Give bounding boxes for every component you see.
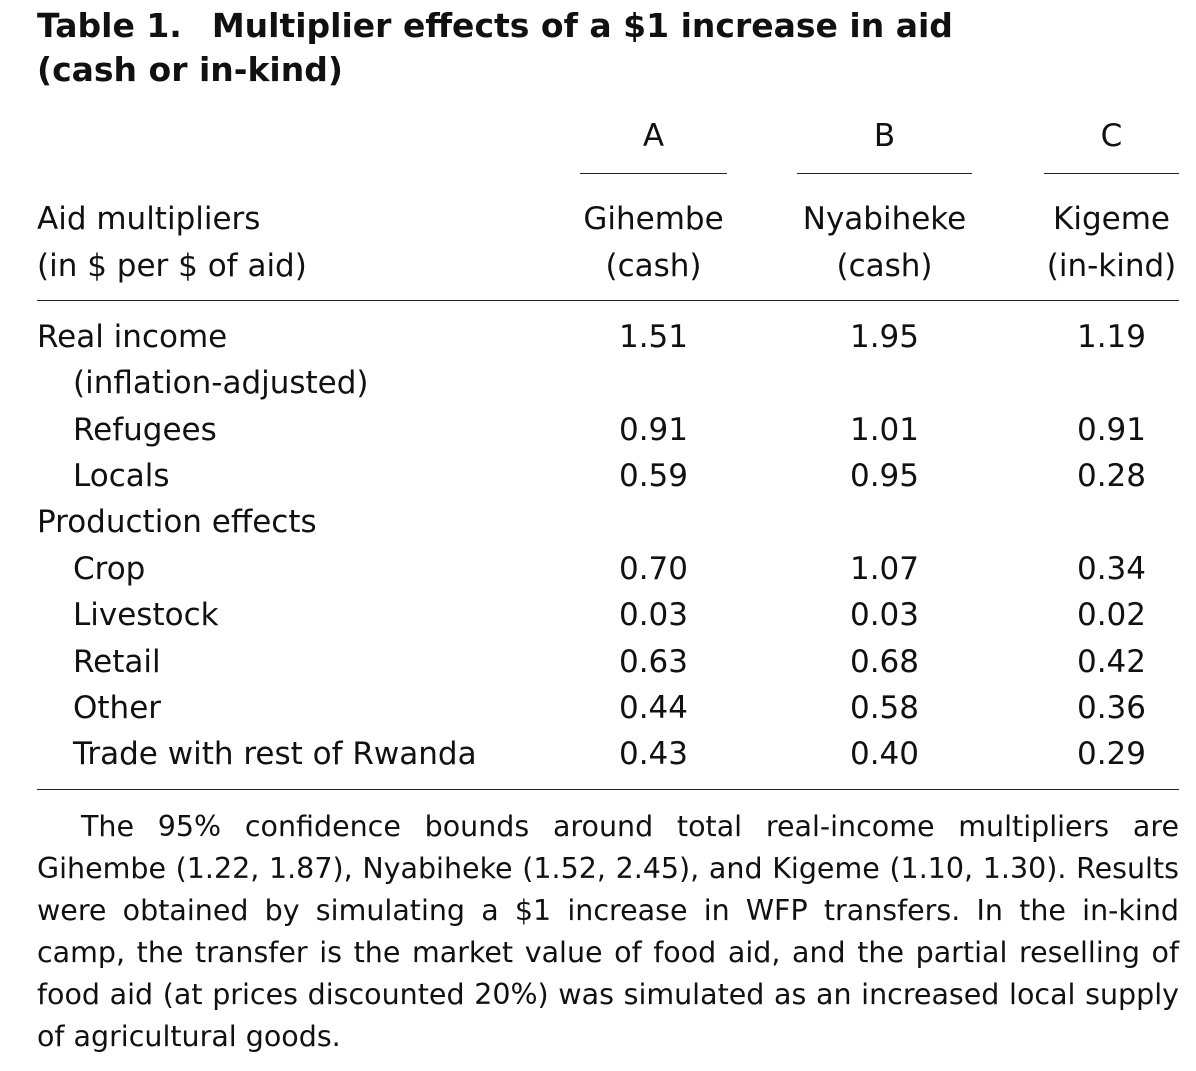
- row-label: (inflation-adjusted): [73, 365, 369, 401]
- column-header-gihembe: Gihembe (cash): [570, 196, 737, 290]
- cell-nyabiheke: 0.03: [849, 597, 920, 633]
- cell-kigeme: 0.02: [1076, 597, 1147, 633]
- column-group-rule-c: [1044, 173, 1179, 174]
- stub-header: Aid multipliers (in $ per $ of aid): [37, 196, 307, 290]
- cell-nyabiheke: 1.07: [849, 551, 920, 587]
- cell-nyabiheke: 0.40: [849, 736, 920, 772]
- column-header-name: Nyabiheke: [802, 201, 967, 237]
- column-header-name: Kigeme: [1053, 201, 1170, 237]
- row-label: Retail: [73, 644, 161, 680]
- cell-gihembe: 0.91: [618, 412, 689, 448]
- cell-kigeme: 0.42: [1076, 644, 1147, 680]
- row-label: Locals: [73, 458, 170, 494]
- table-row: Real income 1.51 1.95 1.19: [0, 314, 1196, 360]
- header-rule: [37, 300, 1179, 301]
- column-letter-a: A: [642, 118, 665, 154]
- column-letter-b: B: [873, 118, 896, 154]
- cell-gihembe: 0.59: [618, 458, 689, 494]
- column-group-rule-a: [580, 173, 727, 174]
- row-label: Production effects: [37, 504, 317, 540]
- cell-gihembe: 0.03: [618, 597, 689, 633]
- table-row: Crop 0.70 1.07 0.34: [0, 546, 1196, 592]
- cell-kigeme: 0.28: [1076, 458, 1147, 494]
- row-label: Crop: [73, 551, 146, 587]
- table-row: Locals 0.59 0.95 0.28: [0, 453, 1196, 499]
- bottom-rule: [37, 789, 1179, 790]
- cell-kigeme: 0.36: [1076, 690, 1147, 726]
- table-row: Livestock 0.03 0.03 0.02: [0, 592, 1196, 638]
- table-row: Production effects: [0, 499, 1196, 545]
- table-footnote: The 95% confidence bounds around total r…: [37, 810, 1179, 1053]
- cell-gihembe: 1.51: [618, 319, 689, 355]
- cell-nyabiheke: 0.95: [849, 458, 920, 494]
- column-header-nyabiheke: Nyabiheke (cash): [787, 196, 982, 290]
- table-row: Refugees 0.91 1.01 0.91: [0, 407, 1196, 453]
- row-label: Real income: [37, 319, 228, 355]
- cell-kigeme: 1.19: [1076, 319, 1147, 355]
- table-row: Retail 0.63 0.68 0.42: [0, 639, 1196, 685]
- cell-gihembe: 0.70: [618, 551, 689, 587]
- cell-kigeme: 0.91: [1076, 412, 1147, 448]
- table-label: Table 1.: [37, 6, 182, 45]
- cell-nyabiheke: 1.95: [849, 319, 920, 355]
- column-header-type: (in-kind): [1046, 248, 1177, 284]
- cell-gihembe: 0.44: [618, 690, 689, 726]
- row-label: Refugees: [73, 412, 217, 448]
- cell-nyabiheke: 0.68: [849, 644, 920, 680]
- column-header-type: (cash): [836, 248, 933, 284]
- table-row: Trade with rest of Rwanda 0.43 0.40 0.29: [0, 731, 1196, 777]
- stub-header-line-1: Aid multipliers: [37, 201, 261, 237]
- table-row: (inflation-adjusted): [0, 360, 1196, 406]
- cell-kigeme: 0.29: [1076, 736, 1147, 772]
- column-header-type: (cash): [605, 248, 702, 284]
- row-label: Trade with rest of Rwanda: [73, 736, 477, 772]
- cell-gihembe: 0.43: [618, 736, 689, 772]
- table-row: Other 0.44 0.58 0.36: [0, 685, 1196, 731]
- cell-gihembe: 0.63: [618, 644, 689, 680]
- cell-nyabiheke: 0.58: [849, 690, 920, 726]
- table-title: Table 1. Multiplier effects of a $1 incre…: [37, 4, 1037, 92]
- column-letter-c: C: [1100, 118, 1123, 154]
- column-header-kigeme: Kigeme (in-kind): [1039, 196, 1184, 290]
- stub-header-line-2: (in $ per $ of aid): [37, 248, 307, 284]
- cell-nyabiheke: 1.01: [849, 412, 920, 448]
- column-header-name: Gihembe: [583, 201, 724, 237]
- row-label: Other: [73, 690, 162, 726]
- cell-kigeme: 0.34: [1076, 551, 1147, 587]
- table-caption: Multiplier effects of a $1 increase in a…: [37, 6, 953, 89]
- row-label: Livestock: [73, 597, 219, 633]
- column-group-rule-b: [797, 173, 972, 174]
